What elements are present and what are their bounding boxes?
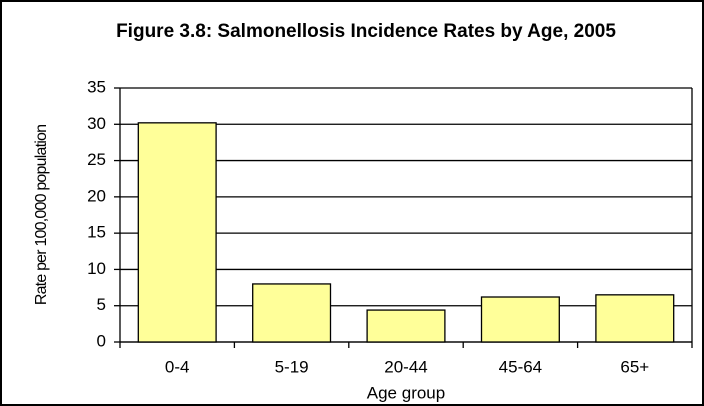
y-tick-label: 25 bbox=[87, 150, 106, 169]
bar bbox=[595, 294, 675, 343]
x-tick-label: 65+ bbox=[620, 357, 649, 376]
y-tick-label: 35 bbox=[87, 77, 106, 96]
y-tick-label: 30 bbox=[87, 114, 106, 133]
bar bbox=[480, 296, 560, 343]
y-axis-label: Rate per 100,000 population bbox=[33, 125, 50, 305]
x-tick-label: 45-64 bbox=[499, 357, 542, 376]
x-axis-label: Age group bbox=[367, 383, 445, 402]
bar bbox=[137, 122, 217, 343]
y-tick-label: 10 bbox=[87, 259, 106, 278]
chart-title: Figure 3.8: Salmonellosis Incidence Rate… bbox=[116, 21, 616, 42]
x-tick-label: 20-44 bbox=[384, 357, 427, 376]
x-tick-label: 5-19 bbox=[275, 357, 309, 376]
x-tick-label: 0-4 bbox=[165, 357, 190, 376]
y-tick-label: 5 bbox=[97, 295, 106, 314]
y-tick-label: 20 bbox=[87, 186, 106, 205]
bar bbox=[366, 309, 446, 343]
y-tick-label: 15 bbox=[87, 223, 106, 242]
bar bbox=[252, 283, 332, 343]
y-tick-label: 0 bbox=[97, 331, 106, 350]
